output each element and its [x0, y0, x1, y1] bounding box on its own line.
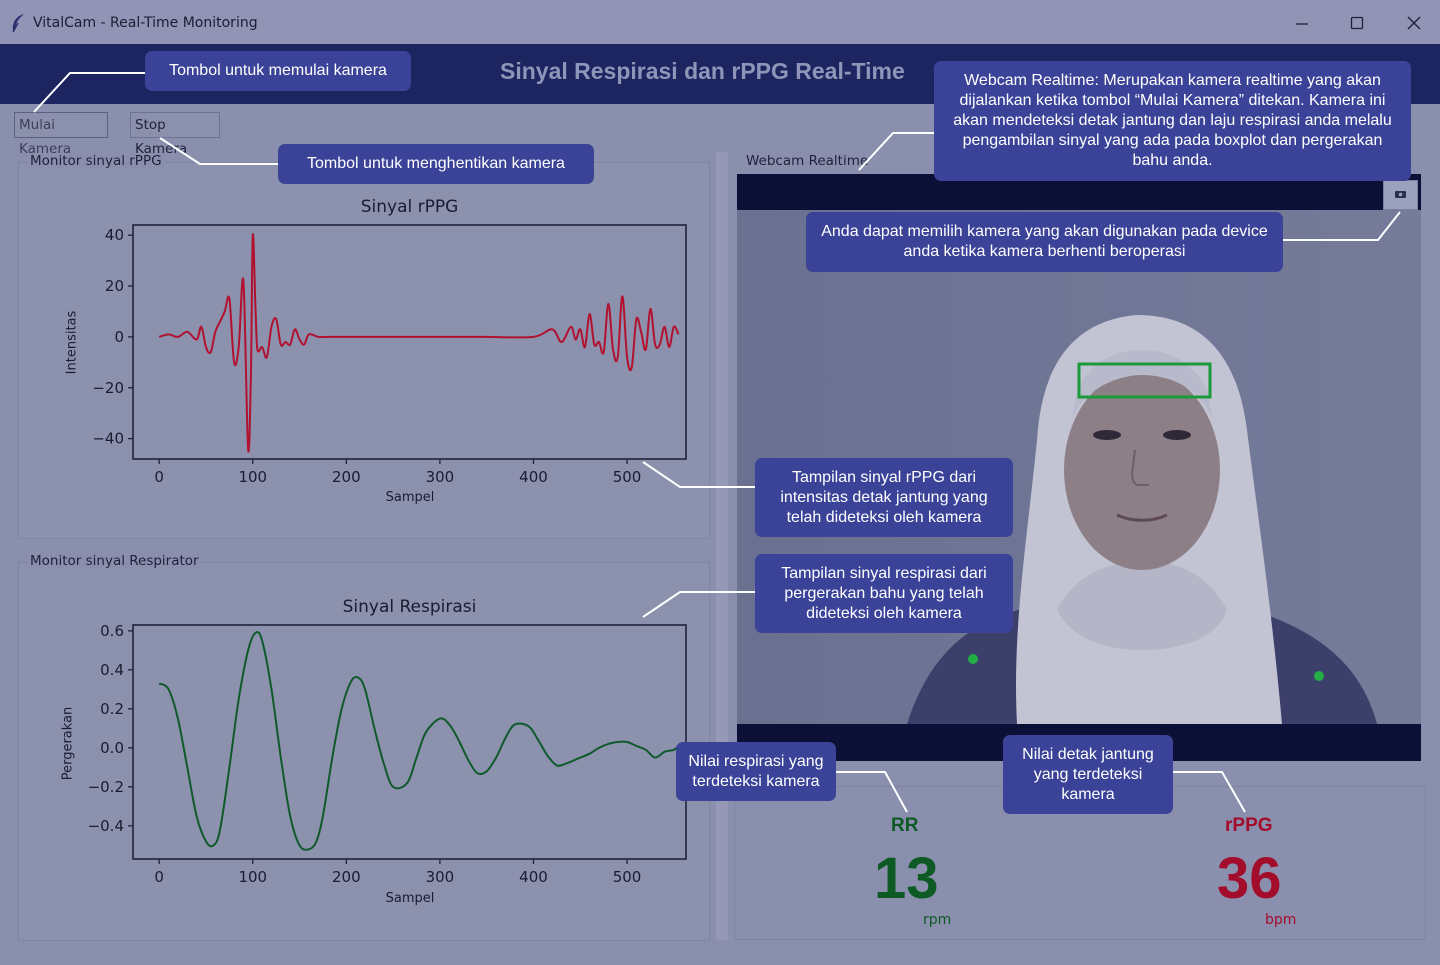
rr-title: RR	[891, 815, 919, 836]
respiration-x-tick-label: 500	[613, 868, 642, 886]
rppg-x-tick-label: 300	[426, 468, 455, 486]
respiration-x-tick-label: 300	[426, 868, 455, 886]
respiration-y-tick-label: 0.0	[100, 739, 124, 757]
webcam-feed	[737, 210, 1421, 724]
minimize-icon[interactable]	[1293, 14, 1311, 32]
rppg-chart-title: Sinyal rPPG	[360, 197, 459, 217]
rppg-y-tick-label: 40	[105, 226, 124, 244]
callout-rppg-chart: Tampilan sinyal rPPG dari intensitas det…	[755, 458, 1013, 537]
respiration-panel-label: Monitor sinyal Respirator	[27, 553, 202, 569]
rppg-plot-frame	[132, 224, 687, 460]
respiration-x-tick-label: 0	[154, 868, 164, 886]
callout-respiration-chart: Tampilan sinyal respirasi dari pergeraka…	[755, 554, 1013, 633]
rppg-panel-label: Monitor sinyal rPPG	[27, 153, 165, 169]
respiration-y-tick-label: 0.4	[100, 661, 124, 679]
rppg-y-tick-label: 20	[105, 277, 124, 295]
respiration-y-tick-label: −0.2	[88, 778, 124, 796]
respiration-chart: 0 100 200 300 400 500 0.6 0.4 0.2 0.0 −0.2 −0.4	[88, 622, 687, 886]
rppg-title: rPPG	[1225, 815, 1273, 836]
feather-icon	[10, 13, 26, 37]
rr-value: 13	[874, 846, 939, 911]
forehead-roi-box	[1077, 362, 1212, 399]
right-shoulder-landmark	[1314, 671, 1324, 681]
respiration-x-tick-label: 200	[332, 868, 361, 886]
rppg-x-tick-label: 400	[519, 468, 548, 486]
status-bar	[0, 946, 1440, 965]
stop-camera-button[interactable]: Stop Kamera	[130, 112, 220, 157]
rr-unit: rpm	[923, 912, 952, 928]
left-shoulder-landmark	[968, 654, 978, 664]
rppg-value: 36	[1217, 846, 1282, 911]
webcam-person-image	[737, 210, 1421, 724]
rppg-x-axis-label: Sampel	[385, 490, 435, 505]
callout-start-camera: Tombol untuk memulai kamera	[145, 51, 411, 91]
callout-rppg-value: Nilai detak jantung yang terdeteksi kame…	[1003, 735, 1173, 814]
respiration-y-tick-label: 0.2	[100, 700, 124, 718]
camera-select-icon	[1395, 191, 1406, 198]
respiration-y-tick-label: −0.4	[88, 817, 124, 835]
camera-select-button[interactable]	[1383, 180, 1418, 210]
close-icon[interactable]	[1405, 14, 1423, 32]
rppg-x-tick-label: 500	[613, 468, 642, 486]
callout-rr-value: Nilai respirasi yang terdeteksi kamera	[676, 742, 836, 801]
page-title: Sinyal Respirasi dan rPPG Real-Time	[500, 58, 905, 84]
rppg-unit: bpm	[1265, 912, 1297, 928]
rppg-y-tick-label: −40	[92, 430, 124, 448]
callout-webcam: Webcam Realtime: Merupakan kamera realti…	[934, 61, 1411, 181]
respiration-x-axis-label: Sampel	[385, 891, 435, 906]
rppg-y-tick-label: −20	[92, 379, 124, 397]
maximize-icon[interactable]	[1348, 14, 1366, 32]
rppg-x-tick-label: 200	[332, 468, 361, 486]
respiration-x-tick-label: 400	[519, 868, 548, 886]
window-title: VitalCam - Real-Time Monitoring	[33, 15, 258, 31]
webcam-panel-label: Webcam Realtime	[743, 153, 872, 169]
rppg-x-tick-label: 100	[238, 468, 267, 486]
respiration-x-tick-label: 100	[238, 868, 267, 886]
rppg-x-tick-label: 0	[154, 468, 164, 486]
callout-camera-select: Anda dapat memilih kamera yang akan digu…	[806, 212, 1283, 272]
respiration-chart-title: Sinyal Respirasi	[342, 597, 477, 617]
rppg-y-tick-label: 0	[114, 328, 124, 346]
rppg-series-line	[158, 233, 680, 453]
respiration-y-tick-label: 0.6	[100, 622, 124, 640]
respiration-series-line	[158, 631, 680, 851]
callout-stop-camera: Tombol untuk menghentikan kamera	[278, 144, 594, 184]
